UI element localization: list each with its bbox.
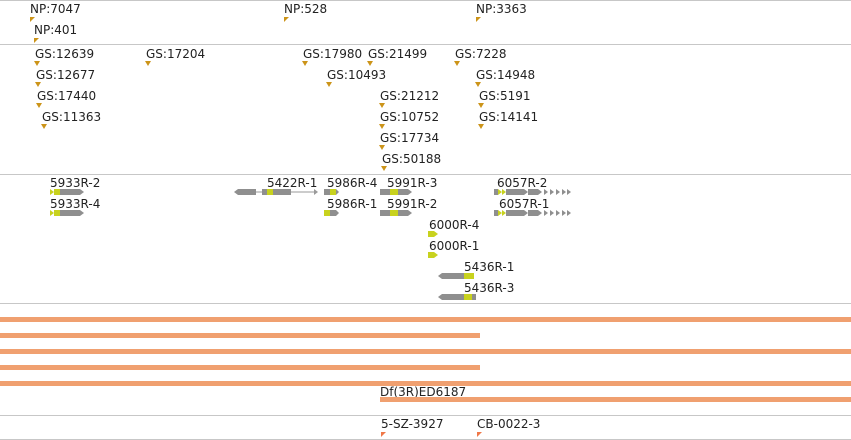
ss-label[interactable]: CB-0022-3 xyxy=(477,417,541,431)
gs-marker-icon[interactable] xyxy=(379,145,385,150)
deficiency-label[interactable]: Df(3R)ED6187 xyxy=(380,385,467,399)
gs-marker-icon[interactable] xyxy=(302,61,308,66)
gs-marker-icon[interactable] xyxy=(367,61,373,66)
track-separator xyxy=(0,44,851,45)
np-label[interactable]: NP:528 xyxy=(284,2,328,16)
transcript-label[interactable]: 5933R-4 xyxy=(50,197,101,211)
gs-label[interactable]: GS:7228 xyxy=(455,47,507,61)
gs-label[interactable]: GS:17440 xyxy=(37,89,97,103)
ss-marker-icon[interactable] xyxy=(477,432,482,437)
gs-marker-icon[interactable] xyxy=(454,61,460,66)
gs-label[interactable]: GS:11363 xyxy=(42,110,102,124)
gs-label[interactable]: GS:12677 xyxy=(36,68,96,82)
gs-marker-icon[interactable] xyxy=(381,166,387,171)
transcript-model[interactable] xyxy=(234,189,318,195)
deficiency-bar[interactable] xyxy=(0,365,480,370)
gs-label[interactable]: GS:10752 xyxy=(380,110,440,124)
deficiency-bar[interactable] xyxy=(0,333,480,338)
gs-marker-icon[interactable] xyxy=(478,124,484,129)
transcript-model[interactable] xyxy=(324,189,339,195)
gs-marker-icon[interactable] xyxy=(379,103,385,108)
transcript-label[interactable]: 5933R-2 xyxy=(50,176,101,190)
transcript-label[interactable]: 6000R-4 xyxy=(429,218,480,232)
transcript-model[interactable] xyxy=(428,252,438,258)
np-label[interactable]: NP:7047 xyxy=(30,2,81,16)
transcript-model[interactable] xyxy=(380,189,412,195)
np-label[interactable]: NP:3363 xyxy=(476,2,527,16)
transcript-label[interactable]: 5436R-1 xyxy=(464,260,515,274)
np-label[interactable]: NP:401 xyxy=(34,23,78,37)
transcript-label[interactable]: 6000R-1 xyxy=(429,239,480,253)
transcript-label[interactable]: 5422R-1 xyxy=(267,176,318,190)
gs-marker-icon[interactable] xyxy=(475,82,481,87)
transcript-label[interactable]: 5436R-3 xyxy=(464,281,515,295)
gs-label[interactable]: GS:21499 xyxy=(368,47,428,61)
np-marker-icon[interactable] xyxy=(30,17,35,22)
np-marker-icon[interactable] xyxy=(284,17,289,22)
gs-marker-icon[interactable] xyxy=(41,124,47,129)
deficiency-bar[interactable] xyxy=(380,397,851,402)
transcript-label[interactable]: 6057R-1 xyxy=(499,197,550,211)
gs-label[interactable]: GS:50188 xyxy=(382,152,442,166)
transcript-model[interactable] xyxy=(428,231,438,237)
gs-label[interactable]: GS:17204 xyxy=(146,47,206,61)
gs-marker-icon[interactable] xyxy=(145,61,151,66)
transcript-models xyxy=(50,189,571,300)
gs-marker-icon[interactable] xyxy=(326,82,332,87)
transcript-model[interactable] xyxy=(50,210,84,216)
transcript-label[interactable]: 6057R-2 xyxy=(497,176,548,190)
track-separator xyxy=(0,415,851,416)
deficiency-bar[interactable] xyxy=(0,381,851,386)
gs-marker-icon[interactable] xyxy=(35,82,41,87)
np-marker-icon[interactable] xyxy=(476,17,481,22)
transcript-model[interactable] xyxy=(380,210,412,216)
gs-label[interactable]: GS:21212 xyxy=(380,89,440,103)
gs-label[interactable]: GS:5191 xyxy=(479,89,531,103)
gs-marker-icon[interactable] xyxy=(478,103,484,108)
gs-label[interactable]: GS:14948 xyxy=(476,68,536,82)
track-separator xyxy=(0,174,851,175)
deficiency-bar[interactable] xyxy=(0,317,851,322)
track-separator xyxy=(0,303,851,304)
np-marker-icon[interactable] xyxy=(34,38,39,43)
gs-marker-icon[interactable] xyxy=(34,61,40,66)
transcript-label[interactable]: 5991R-2 xyxy=(387,197,438,211)
gs-label[interactable]: GS:17734 xyxy=(380,131,440,145)
ss-marker-icon[interactable] xyxy=(381,432,386,437)
gs-label[interactable]: GS:14141 xyxy=(479,110,539,124)
transcript-model[interactable] xyxy=(438,294,476,300)
transcript-model[interactable] xyxy=(438,273,474,279)
gs-label[interactable]: GS:17980 xyxy=(303,47,363,61)
transcript-label[interactable]: 5986R-4 xyxy=(327,176,378,190)
transcript-model[interactable] xyxy=(324,210,339,216)
transcript-model[interactable] xyxy=(494,189,571,195)
gs-marker-icon[interactable] xyxy=(379,124,385,129)
transcript-label[interactable]: 5986R-1 xyxy=(327,197,378,211)
ss-label[interactable]: 5-SZ-3927 xyxy=(381,417,444,431)
deficiency-bar[interactable] xyxy=(0,349,851,354)
track-separator xyxy=(0,0,851,1)
transcript-label[interactable]: 5991R-3 xyxy=(387,176,438,190)
transcript-model[interactable] xyxy=(494,210,571,216)
gs-marker-icon[interactable] xyxy=(36,103,42,108)
gs-label[interactable]: GS:10493 xyxy=(327,68,387,82)
gs-label[interactable]: GS:12639 xyxy=(35,47,95,61)
transcript-model[interactable] xyxy=(50,189,84,195)
